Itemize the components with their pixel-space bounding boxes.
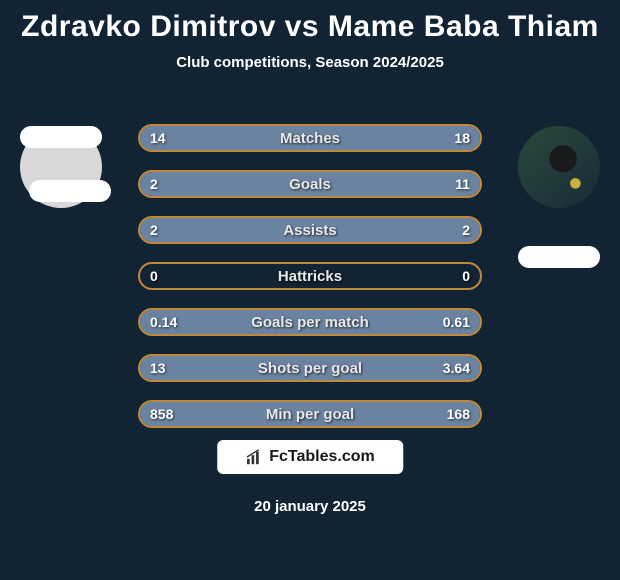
stat-label: Assists: [140, 218, 480, 242]
stat-row: 211Goals: [138, 170, 482, 198]
comparison-rows: 1418Matches 211Goals 22Assists 00Hattricks 0…: [138, 124, 482, 446]
player-right-flag: [518, 246, 600, 268]
player-left-flag: [20, 126, 102, 148]
player-left-club: [29, 180, 111, 202]
stat-label: Matches: [140, 126, 480, 150]
stat-row: 1418Matches: [138, 124, 482, 152]
brand-text: FcTables.com: [269, 448, 375, 466]
stat-row: 133.64Shots per goal: [138, 354, 482, 382]
stat-row: 858168Min per goal: [138, 400, 482, 428]
stat-label: Shots per goal: [140, 356, 480, 380]
brand-badge: FcTables.com: [217, 440, 403, 474]
date-text: 20 january 2025: [0, 498, 620, 515]
stat-row: 0.140.61Goals per match: [138, 308, 482, 336]
stat-row: 22Assists: [138, 216, 482, 244]
subtitle: Club competitions, Season 2024/2025: [0, 54, 620, 71]
stat-label: Min per goal: [140, 402, 480, 426]
page-title: Zdravko Dimitrov vs Mame Baba Thiam: [0, 0, 620, 44]
brand-logo-icon: [245, 448, 263, 466]
stat-row: 00Hattricks: [138, 262, 482, 290]
stat-label: Hattricks: [140, 264, 480, 288]
player-right-avatar: [518, 126, 600, 208]
stat-label: Goals per match: [140, 310, 480, 334]
stat-label: Goals: [140, 172, 480, 196]
